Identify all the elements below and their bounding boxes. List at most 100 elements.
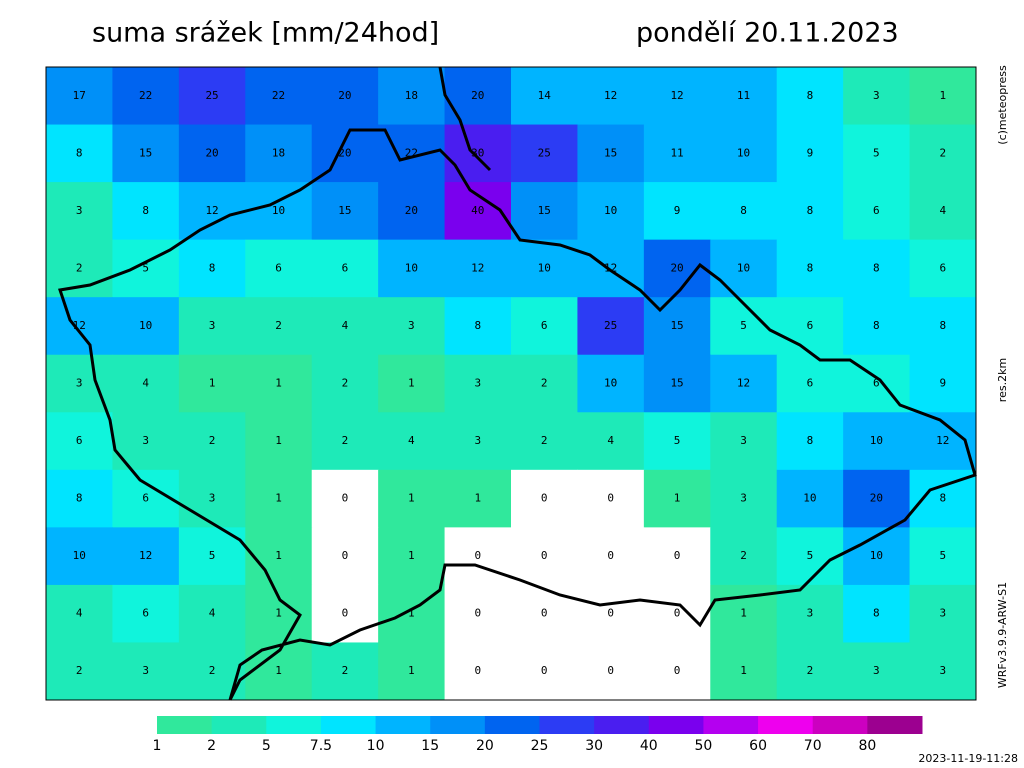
precip-cell	[46, 527, 113, 586]
cell-value: 8	[76, 146, 83, 159]
cell-value: 1	[275, 549, 282, 562]
cell-value: 15	[338, 204, 351, 217]
cell-value: 2	[76, 664, 83, 677]
precip-cell	[776, 412, 844, 471]
precip-cell	[511, 124, 578, 183]
legend-swatch	[539, 716, 595, 734]
precip-cell	[46, 182, 113, 241]
cell-value: 8	[740, 204, 747, 217]
precip-cell	[909, 239, 977, 298]
cell-value: 0	[342, 492, 349, 505]
precip-cell	[311, 182, 379, 241]
precip-cell	[643, 469, 711, 528]
precip-cell	[776, 182, 844, 241]
precip-cell	[245, 297, 313, 356]
border	[438, 66, 492, 172]
cell-value: 3	[740, 492, 747, 505]
legend-swatch	[867, 716, 923, 734]
cell-value: 0	[541, 549, 548, 562]
legend-label: 20	[476, 738, 494, 754]
legend-swatch	[703, 716, 759, 734]
precip-cell	[577, 182, 645, 241]
cell-value: 12	[604, 89, 617, 102]
cell-value: 8	[939, 319, 946, 332]
cell-value: 2	[76, 261, 83, 274]
precip-cell	[444, 297, 512, 356]
cell-value: 40	[471, 204, 484, 217]
cell-value: 3	[76, 377, 83, 390]
cell-value: 25	[604, 319, 617, 332]
cell-value: 8	[807, 204, 814, 217]
cell-value: 0	[607, 492, 614, 505]
precip-cell	[311, 527, 379, 586]
precip-cell	[577, 469, 645, 528]
cell-value: 1	[209, 377, 216, 390]
cell-value: 10	[272, 204, 285, 217]
cell-value: 4	[342, 319, 349, 332]
precip-cell	[577, 297, 645, 356]
precip-cell	[710, 527, 778, 586]
precip-cell	[378, 642, 446, 701]
precip-cell	[511, 182, 578, 241]
precip-cell	[311, 297, 379, 356]
cell-value: 15	[604, 146, 617, 159]
cell-value: 1	[275, 434, 282, 447]
precip-cell	[511, 642, 578, 701]
cell-value: 10	[737, 261, 750, 274]
cell-value: 0	[607, 607, 614, 620]
precip-cell	[178, 584, 246, 643]
legend-swatch	[812, 716, 868, 734]
cell-value: 11	[737, 89, 750, 102]
cell-value: 2	[342, 664, 349, 677]
precip-cell	[843, 182, 911, 241]
cell-value: 10	[405, 261, 418, 274]
precip-cell	[577, 67, 645, 126]
precip-cell	[112, 297, 180, 356]
cell-value: 1	[408, 549, 415, 562]
cell-value: 5	[873, 146, 880, 159]
cell-value: 1	[275, 377, 282, 390]
precip-cell	[843, 469, 911, 528]
precip-cell	[511, 297, 578, 356]
cell-value: 15	[139, 146, 152, 159]
legend-label: 40	[640, 738, 658, 754]
cell-value: 3	[76, 204, 83, 217]
cell-value: 10	[604, 377, 617, 390]
cell-value: 2	[807, 664, 814, 677]
precip-cell	[112, 182, 180, 241]
legend-swatch	[594, 716, 650, 734]
cell-value: 1	[740, 607, 747, 620]
precip-cell	[511, 412, 578, 471]
cell-value: 5	[674, 434, 681, 447]
cell-value: 0	[674, 549, 681, 562]
cell-value: 22	[272, 89, 285, 102]
legend-label: 80	[858, 738, 876, 754]
precip-cell	[776, 469, 844, 528]
precip-cell	[178, 182, 246, 241]
cell-value: 3	[939, 607, 946, 620]
precip-cell	[577, 584, 645, 643]
precip-cell	[511, 354, 578, 413]
precip-cell	[843, 584, 911, 643]
cell-value: 9	[939, 377, 946, 390]
precip-cell	[909, 527, 977, 586]
cell-value: 6	[76, 434, 83, 447]
precip-cell	[776, 67, 844, 126]
precip-cell	[311, 412, 379, 471]
cell-value: 22	[139, 89, 152, 102]
precip-cell	[643, 124, 711, 183]
precip-cell	[378, 67, 446, 126]
precip-cell	[444, 124, 512, 183]
legend-label: 1	[153, 738, 162, 754]
cell-value: 8	[142, 204, 149, 217]
precip-cell	[776, 297, 844, 356]
precip-cell	[378, 124, 446, 183]
cell-value: 8	[807, 261, 814, 274]
legend-swatch	[430, 716, 486, 734]
cell-value: 18	[405, 89, 418, 102]
cell-value: 20	[338, 89, 351, 102]
precip-cell	[178, 354, 246, 413]
cell-value: 8	[939, 492, 946, 505]
cell-value: 0	[541, 607, 548, 620]
title: suma srážek [mm/24hod]	[92, 18, 439, 49]
